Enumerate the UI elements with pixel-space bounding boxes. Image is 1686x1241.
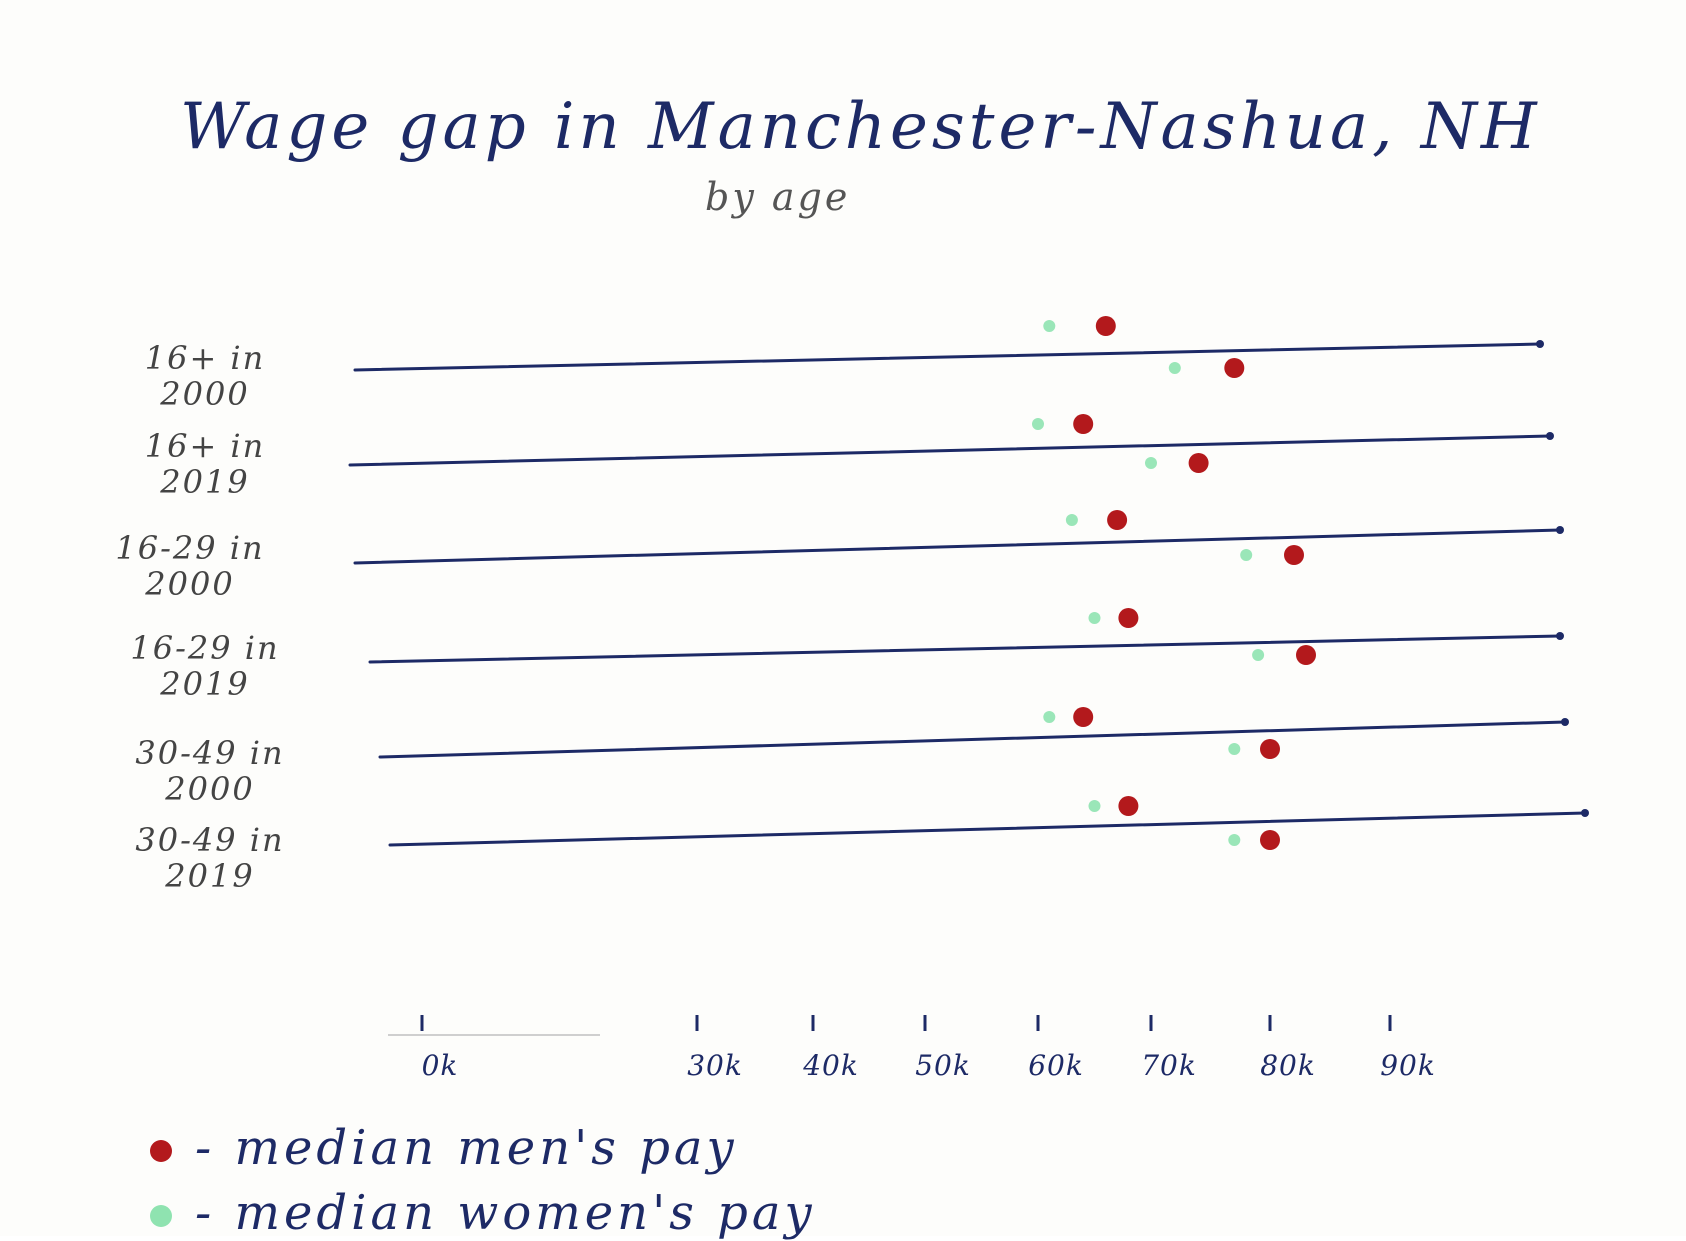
men-pay-dot xyxy=(1260,739,1280,759)
women-pay-dot xyxy=(1168,362,1181,374)
row-label-0: 16+ in 2000 xyxy=(105,340,305,412)
women-pay-dot xyxy=(1043,711,1056,723)
row-label-5-line1: 30-49 in xyxy=(135,821,285,859)
men-pay-dot xyxy=(1073,707,1094,727)
x-tick-label: 40k xyxy=(802,1049,859,1082)
women-pay-dot xyxy=(1228,743,1241,755)
chart-subtitle: by age xyxy=(705,175,851,219)
row-label-3-line2: 2019 xyxy=(160,665,250,703)
legend-dot-women xyxy=(150,1205,172,1227)
row-label-5: 30-49 in 2019 xyxy=(110,822,310,894)
men-pay-dot xyxy=(1188,453,1209,473)
row-baseline xyxy=(348,434,1552,467)
row-baseline xyxy=(388,811,1587,847)
x-tick-label: 0k xyxy=(422,1049,459,1082)
row-label-4: 30-49 in 2000 xyxy=(110,735,310,807)
men-pay-dot xyxy=(1095,316,1116,336)
row-baseline-end xyxy=(1561,718,1569,726)
row-baseline-end xyxy=(1556,526,1564,534)
row-baseline xyxy=(378,720,1567,759)
men-pay-dot xyxy=(1224,358,1245,378)
women-pay-dot xyxy=(1088,612,1101,624)
women-pay-dot xyxy=(1088,800,1101,812)
x-tick-label: 30k xyxy=(687,1049,743,1082)
women-pay-dot xyxy=(1032,418,1044,430)
x-tick-label: 50k xyxy=(915,1049,971,1082)
x-tick-label: 80k xyxy=(1260,1049,1316,1082)
row-label-1-line2: 2019 xyxy=(160,463,250,501)
row-label-0-line1: 16+ in xyxy=(144,339,266,377)
men-pay-dot xyxy=(1118,608,1139,628)
x-tick-label: 70k xyxy=(1141,1049,1197,1082)
women-pay-dot xyxy=(1043,320,1056,332)
men-pay-dot xyxy=(1296,645,1316,665)
row-label-3-line1: 16-29 in xyxy=(130,629,280,667)
women-pay-dot xyxy=(1228,834,1241,846)
row-baseline-end xyxy=(1536,340,1544,348)
row-label-3: 16-29 in 2019 xyxy=(105,630,305,702)
row-label-4-line2: 2000 xyxy=(165,770,255,808)
chart-title: Wage gap in Manchester-Nashua, NH xyxy=(180,90,1541,164)
x-tick-label: 60k xyxy=(1028,1049,1084,1082)
row-baseline xyxy=(353,342,1542,372)
row-label-2-line1: 16-29 in xyxy=(115,529,265,567)
row-label-1-line1: 16+ in xyxy=(144,427,266,465)
women-pay-dot xyxy=(1252,649,1265,661)
legend-dot-men xyxy=(150,1140,172,1162)
men-pay-dot xyxy=(1073,414,1094,434)
women-pay-dot xyxy=(1240,549,1253,561)
men-pay-dot xyxy=(1118,796,1139,816)
row-baseline-end xyxy=(1546,432,1554,440)
row-label-2: 16-29 in 2000 xyxy=(90,530,290,602)
row-label-0-line2: 2000 xyxy=(160,375,250,413)
row-label-1: 16+ in 2019 xyxy=(105,428,305,500)
women-pay-dot xyxy=(1145,457,1157,469)
row-baseline xyxy=(353,528,1562,565)
x-tick-label: 90k xyxy=(1380,1049,1436,1082)
row-label-4-line1: 30-49 in xyxy=(135,734,285,772)
row-label-5-line2: 2019 xyxy=(165,857,255,895)
row-baseline-end xyxy=(1556,632,1564,640)
row-baseline xyxy=(368,634,1562,664)
legend-label-women: - median women's pay xyxy=(195,1185,816,1241)
men-pay-dot xyxy=(1107,510,1128,530)
women-pay-dot xyxy=(1065,514,1078,526)
legend-label-men: - median men's pay xyxy=(195,1120,738,1176)
men-pay-dot xyxy=(1260,830,1280,850)
row-label-2-line2: 2000 xyxy=(145,565,235,603)
men-pay-dot xyxy=(1284,545,1304,565)
row-baseline-end xyxy=(1581,809,1589,817)
